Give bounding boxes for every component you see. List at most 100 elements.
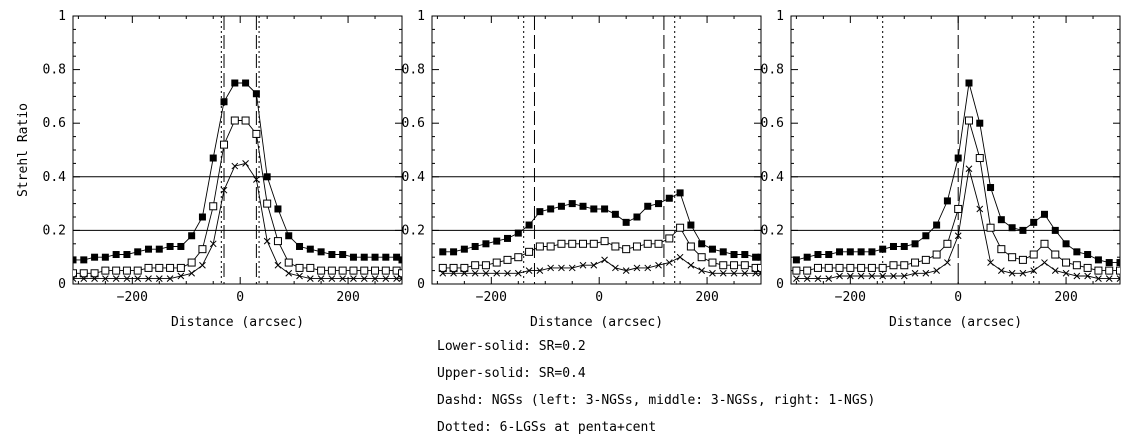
- data-point-filled-square: [997, 216, 1005, 224]
- data-point-open-square: [73, 269, 77, 278]
- data-point-filled-square: [665, 194, 673, 202]
- data-point-filled-square: [1062, 240, 1070, 248]
- data-point-open-square: [438, 263, 447, 272]
- x-tick-label: 200: [336, 290, 359, 305]
- series-group: [73, 79, 402, 282]
- data-point-cross: [1095, 275, 1102, 282]
- data-point-filled-square: [933, 221, 941, 229]
- data-point-open-square: [535, 242, 544, 251]
- data-point-open-square: [546, 242, 555, 251]
- data-point-filled-square: [814, 251, 822, 259]
- data-point-filled-square: [398, 256, 402, 264]
- data-point-open-square: [665, 234, 674, 243]
- data-point-open-square: [943, 239, 952, 248]
- data-point-filled-square: [698, 240, 706, 248]
- data-point-filled-square: [719, 248, 727, 256]
- data-point-filled-square: [198, 213, 206, 221]
- data-point-cross: [1008, 269, 1016, 277]
- data-point-cross: [112, 275, 120, 282]
- data-point-cross: [242, 160, 249, 167]
- data-point-open-square: [654, 239, 663, 248]
- data-point-filled-square: [209, 154, 217, 162]
- data-point-cross: [622, 267, 630, 274]
- series-line-cross: [796, 168, 1120, 280]
- data-point-cross: [398, 275, 402, 282]
- data-point-open-square: [622, 245, 631, 254]
- data-point-cross: [793, 275, 800, 282]
- data-point-open-square: [1029, 250, 1038, 259]
- data-point-filled-square: [493, 237, 501, 245]
- data-point-filled-square: [231, 79, 239, 87]
- data-point-cross: [306, 275, 314, 282]
- data-point-cross: [296, 272, 303, 280]
- data-point-filled-square: [73, 256, 77, 264]
- y-tick-label: 0.2: [761, 223, 784, 238]
- data-point-filled-square: [792, 256, 800, 264]
- data-point-cross: [911, 269, 919, 277]
- legend-lower-solid: Lower-solid: SR=0.2: [437, 339, 586, 354]
- data-point-open-square: [803, 266, 812, 275]
- data-point-open-square: [730, 261, 739, 270]
- y-tick-label: 0.6: [761, 116, 784, 131]
- data-point-filled-square: [220, 98, 228, 106]
- legend-dotted: Dotted: 6-LGSs at penta+cent: [437, 420, 657, 435]
- data-point-open-square: [708, 258, 717, 267]
- data-point-open-square: [792, 266, 801, 275]
- data-point-cross: [890, 272, 897, 280]
- data-point-open-square: [1094, 266, 1103, 275]
- data-point-cross: [1073, 272, 1081, 280]
- data-point-cross: [665, 259, 673, 266]
- data-point-filled-square: [943, 197, 951, 205]
- data-point-open-square: [525, 247, 534, 256]
- data-point-filled-square: [601, 205, 609, 213]
- data-point-filled-square: [482, 240, 490, 248]
- data-point-cross: [91, 275, 98, 282]
- data-point-filled-square: [296, 242, 304, 250]
- y-tick-label: 0.4: [761, 170, 785, 185]
- data-point-filled-square: [274, 205, 282, 213]
- data-point-cross: [676, 253, 684, 261]
- data-point-filled-square: [976, 119, 984, 127]
- data-point-filled-square: [857, 248, 865, 256]
- data-point-cross: [757, 269, 761, 277]
- series-group: [438, 189, 761, 277]
- y-tick-label: 0.4: [402, 170, 426, 185]
- data-point-filled-square: [177, 242, 185, 250]
- x-axis-label: Distance (arcsec): [530, 315, 663, 330]
- data-point-cross: [471, 269, 479, 277]
- data-point-filled-square: [922, 232, 930, 240]
- y-tick-label: 0: [417, 277, 425, 292]
- data-point-open-square: [284, 258, 293, 267]
- data-point-cross: [102, 275, 109, 282]
- data-point-open-square: [317, 266, 326, 275]
- data-point-cross: [857, 272, 865, 280]
- plot-frame: [72, 15, 403, 285]
- data-point-open-square: [101, 266, 110, 275]
- data-point-open-square: [900, 261, 909, 270]
- data-point-cross: [134, 275, 142, 282]
- data-point-cross: [188, 269, 196, 277]
- data-point-open-square: [867, 263, 876, 272]
- data-point-filled-square: [123, 251, 131, 259]
- data-point-cross: [612, 264, 619, 272]
- data-point-filled-square: [752, 253, 760, 261]
- data-point-filled-square: [91, 253, 99, 261]
- data-point-open-square: [176, 263, 185, 272]
- data-point-open-square: [79, 269, 88, 278]
- data-point-open-square: [568, 239, 577, 248]
- data-point-open-square: [954, 204, 963, 213]
- data-point-open-square: [449, 263, 458, 272]
- data-point-cross: [568, 264, 576, 272]
- data-point-filled-square: [655, 200, 663, 208]
- data-point-cross: [439, 269, 447, 277]
- data-point-open-square: [492, 258, 501, 267]
- data-point-filled-square: [568, 200, 576, 208]
- data-point-open-square: [144, 263, 153, 272]
- data-point-open-square: [1072, 261, 1081, 270]
- data-point-open-square: [241, 116, 250, 125]
- data-point-filled-square: [1051, 226, 1059, 234]
- data-point-open-square: [740, 261, 749, 270]
- data-point-cross: [922, 269, 930, 277]
- data-point-filled-square: [741, 251, 749, 259]
- data-point-filled-square: [504, 234, 512, 242]
